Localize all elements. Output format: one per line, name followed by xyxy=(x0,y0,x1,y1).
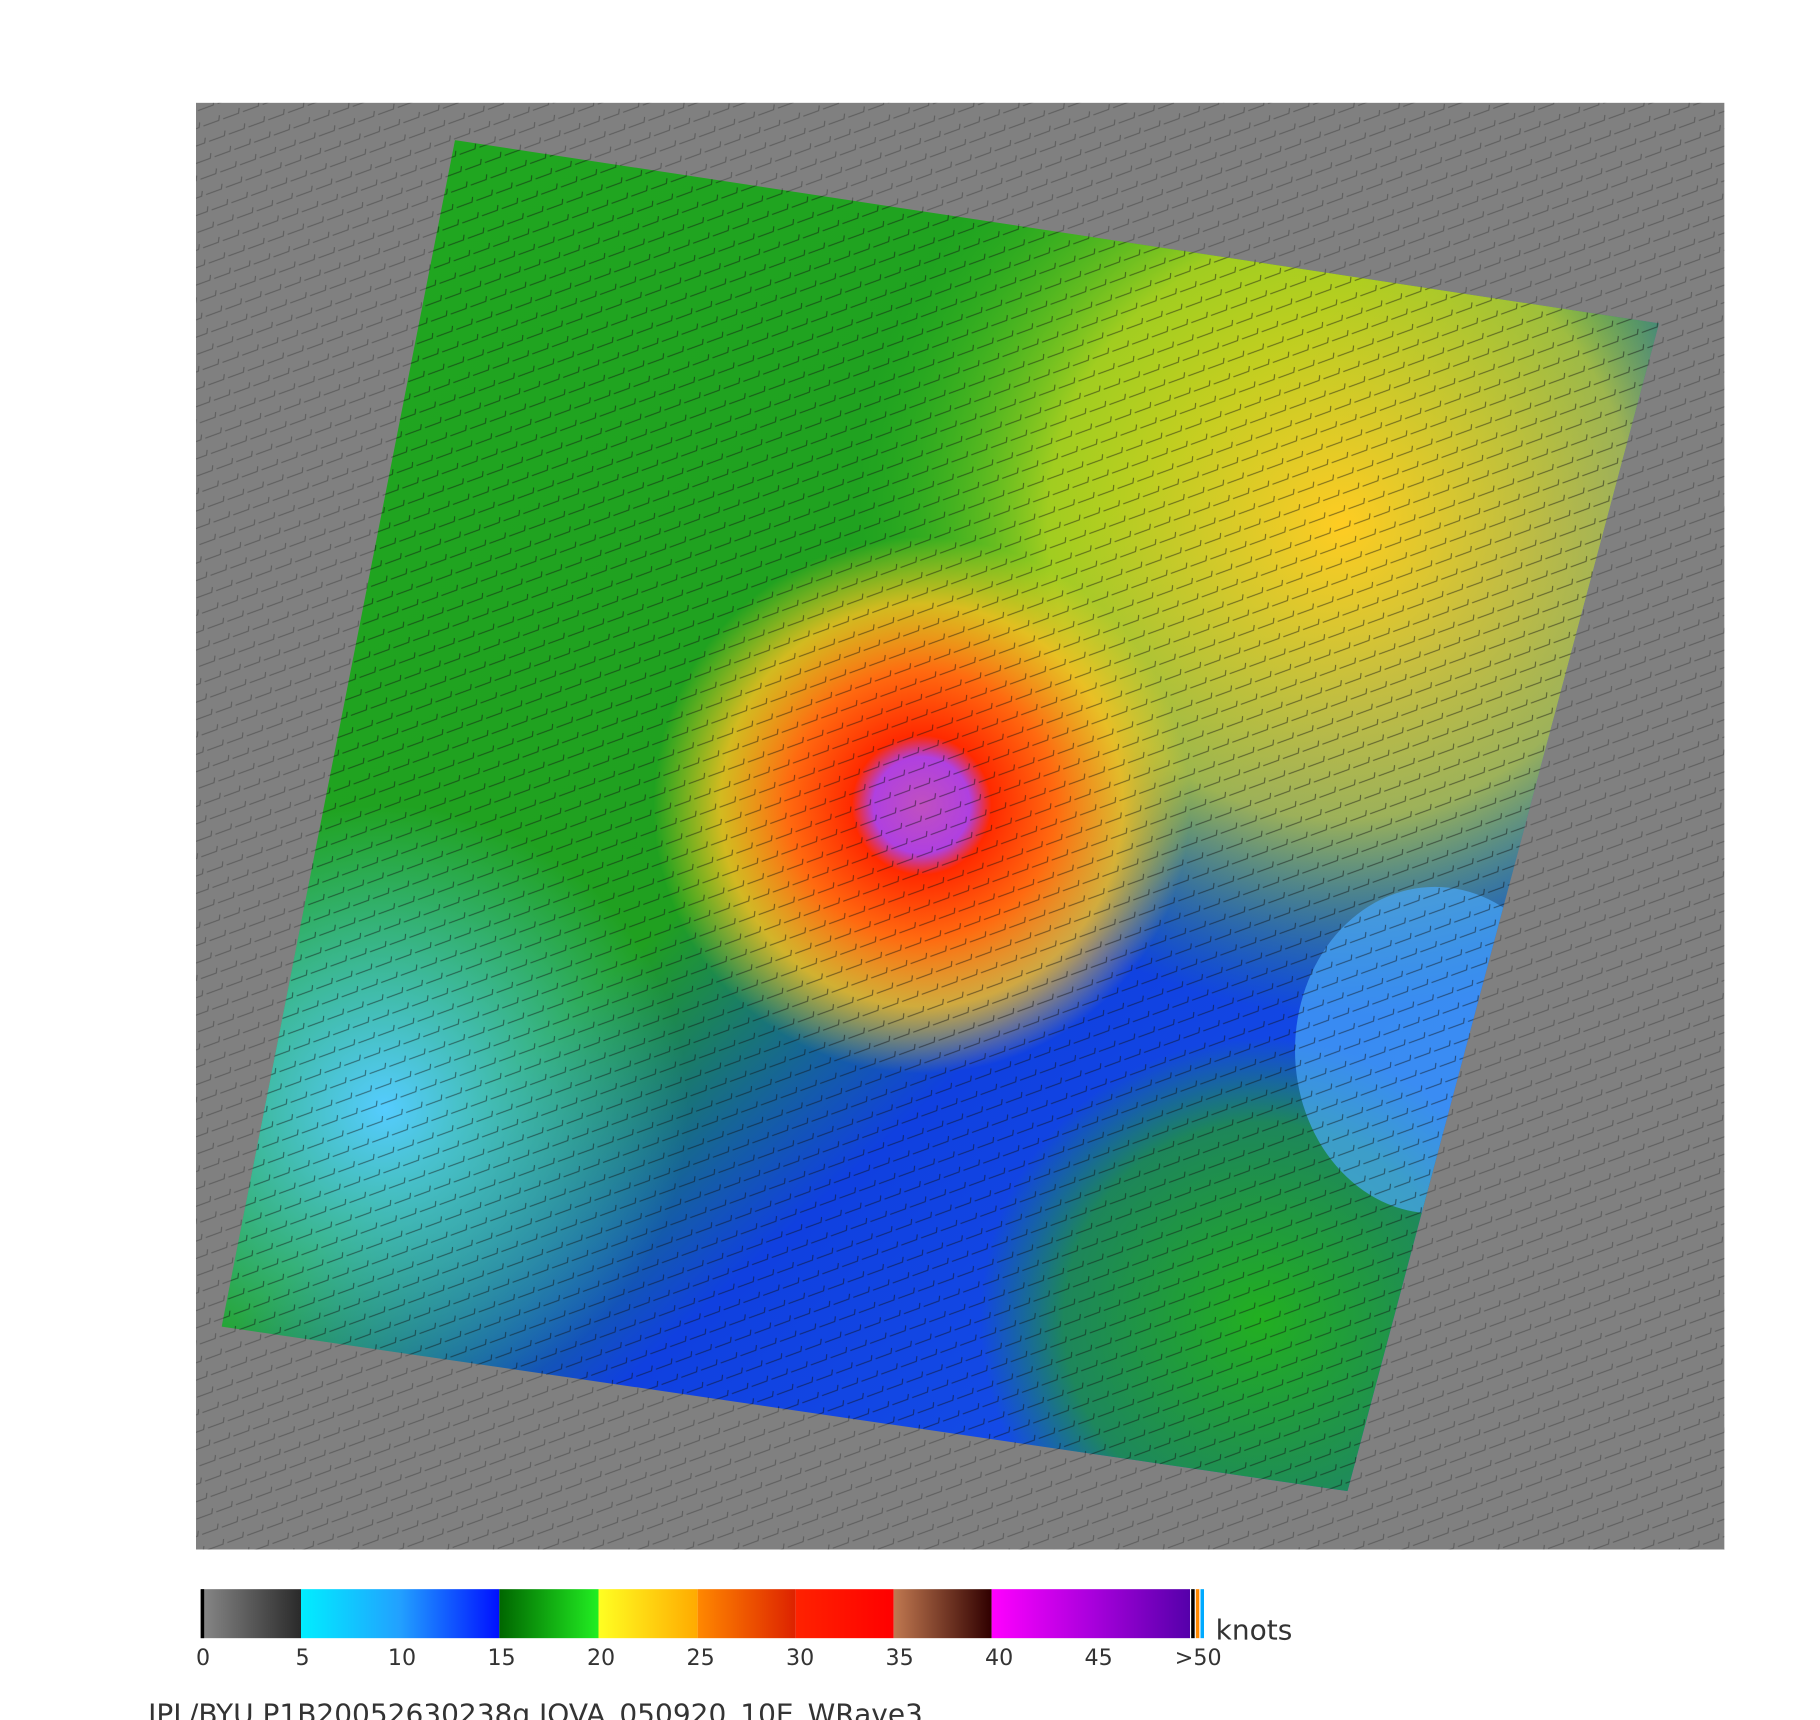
colorbar-tick-label: >50 xyxy=(1175,1645,1222,1671)
colorbar-tick-label: 20 xyxy=(587,1645,615,1671)
colorbar-unit: knots xyxy=(1216,1613,1293,1646)
colorbar-tick-label: 35 xyxy=(886,1645,914,1671)
colorbar xyxy=(200,1589,1204,1639)
colorbar-tick-label: 40 xyxy=(985,1645,1013,1671)
colorbar-tick-label: 0 xyxy=(196,1645,210,1671)
caption: JPL/BYU P1B20052630238q.JOVA_050920_10E_… xyxy=(146,1697,923,1720)
wind-swath xyxy=(221,140,1659,1492)
colorbar-tick-label: 25 xyxy=(686,1645,714,1671)
colorbar-tick-label: 15 xyxy=(487,1645,515,1671)
colorbar-tick-label: 5 xyxy=(295,1645,309,1671)
colorbar-tick-label: 45 xyxy=(1085,1645,1113,1671)
colorbar-tick-label: 30 xyxy=(786,1645,814,1671)
colorbar-tick-label: 10 xyxy=(388,1645,416,1671)
